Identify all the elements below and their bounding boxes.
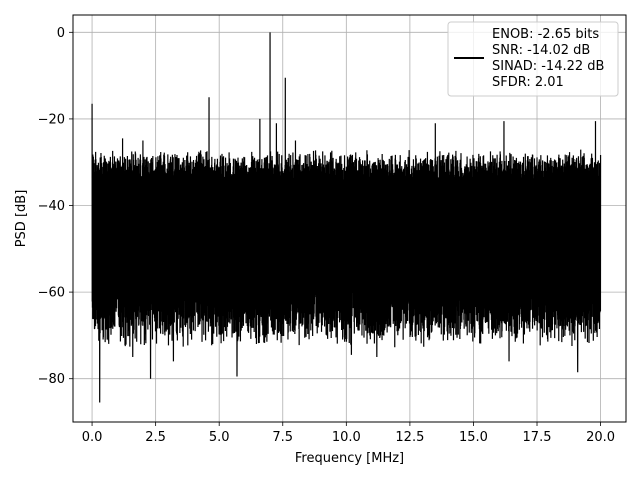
x-tick-label: 15.0 [459,430,488,445]
legend-snr: SNR: -14.02 dB [492,43,590,58]
x-tick-label: 12.5 [395,430,424,445]
legend-enob: ENOB: -2.65 bits [492,27,599,42]
legend-sfdr: SFDR: 2.01 [492,75,564,90]
x-tick-label: 2.5 [145,430,166,445]
legend: ENOB: -2.65 bits SNR: -14.02 dB SINAD: -… [447,21,619,97]
y-tick-label: −40 [38,199,65,214]
y-axis-ticks: 0 −20 −40 −60 −80 [38,26,73,387]
y-tick-label: −80 [38,372,65,387]
legend-sinad: SINAD: -14.22 dB [492,59,604,74]
y-tick-label: −60 [38,286,65,301]
x-tick-label: 0.0 [82,430,103,445]
x-tick-label: 7.5 [272,430,293,445]
x-tick-label: 17.5 [523,430,552,445]
x-tick-label: 10.0 [332,430,361,445]
plot-frame [72,14,627,423]
x-tick-label: 5.0 [209,430,230,445]
y-axis-label: PSD [dB] [14,190,29,248]
x-tick-label: 20.0 [586,430,615,445]
y-tick-label: 0 [57,26,65,41]
y-tick-label: −20 [38,112,65,127]
legend-box [447,21,619,97]
psd-series-line [91,32,602,403]
x-axis-label: Frequency [MHz] [295,451,404,466]
x-axis-ticks: 0.0 2.5 5.0 7.5 10.0 12.5 15.0 17.5 20.0 [82,422,615,445]
plot-area [91,32,602,403]
